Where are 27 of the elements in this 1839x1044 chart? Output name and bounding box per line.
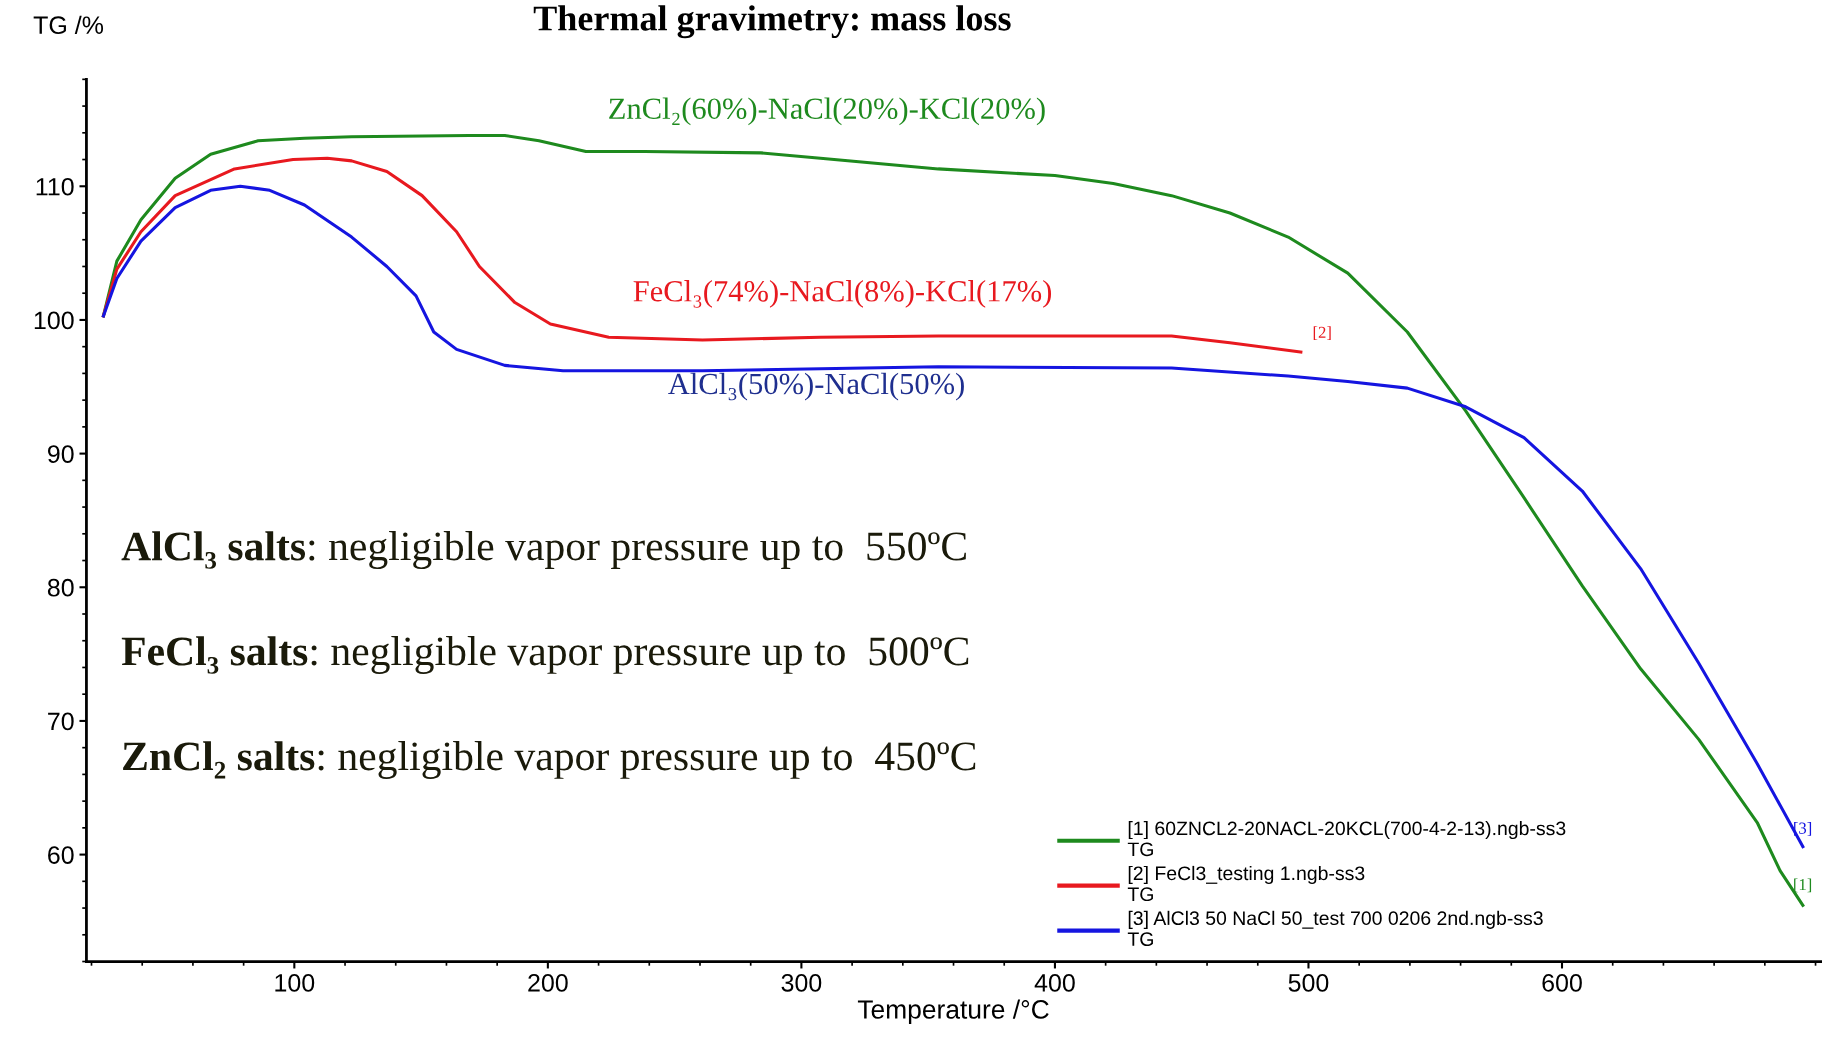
annotation: [2] (1313, 326, 1331, 341)
line-series (101, 156, 1303, 354)
annotation: AlCl₃(50%)-NaCl(50%) (668, 372, 964, 401)
y-tick-label: 90 (47, 445, 74, 463)
x-tick-label: 600 (1542, 973, 1582, 992)
annotation: FeCl₃(74%)-NaCl(8%)-KCl(17%) (633, 280, 1052, 308)
y-axis-title: TG /% (33, 15, 104, 35)
legend-label: [1] 60ZNCL2-20NACL-20KCL(700-4-2-13).ngb-ss3 TG (1127, 820, 1566, 857)
annotation: [1] (1794, 878, 1812, 893)
y-tick-label: 80 (47, 578, 74, 597)
x-tick-label: 300 (781, 973, 822, 992)
y-tick-label: 110 (36, 177, 74, 196)
annotation: ZnCl₂(60%)-NaCl(20%)-KCl(20%) (609, 97, 1045, 126)
x-axis-title: Temperature /°C (857, 999, 1049, 1025)
x-tick-label: 200 (528, 973, 568, 992)
y-tick-label: 100 (34, 311, 74, 330)
legend-label: [3] AlCl3 50 NaCl 50_test 700 0206 2nd.ngb-ss3 TG (1127, 910, 1543, 947)
x-tick-label: 400 (1034, 973, 1075, 992)
annotation: FeCl₃ salts: negligible vapor pressure up to 500ºC (121, 636, 969, 674)
y-tick-label: 60 (48, 846, 74, 864)
x-tick-label: 500 (1288, 973, 1329, 992)
annotation: AlCl₃ salts: negligible vapor pressure up to 550ºC (121, 531, 966, 570)
y-tick-label: 70 (48, 712, 74, 731)
annotation: ZnCl₂ salts: negligible vapor pressure up to 450ºC (123, 741, 976, 779)
x-tick-label: 100 (275, 973, 315, 992)
chart-title: Thermal gravimetry: mass loss (533, 5, 1011, 39)
legend-label: [2] FeCl3_testing 1.ngb-ss3 TG (1127, 865, 1365, 902)
